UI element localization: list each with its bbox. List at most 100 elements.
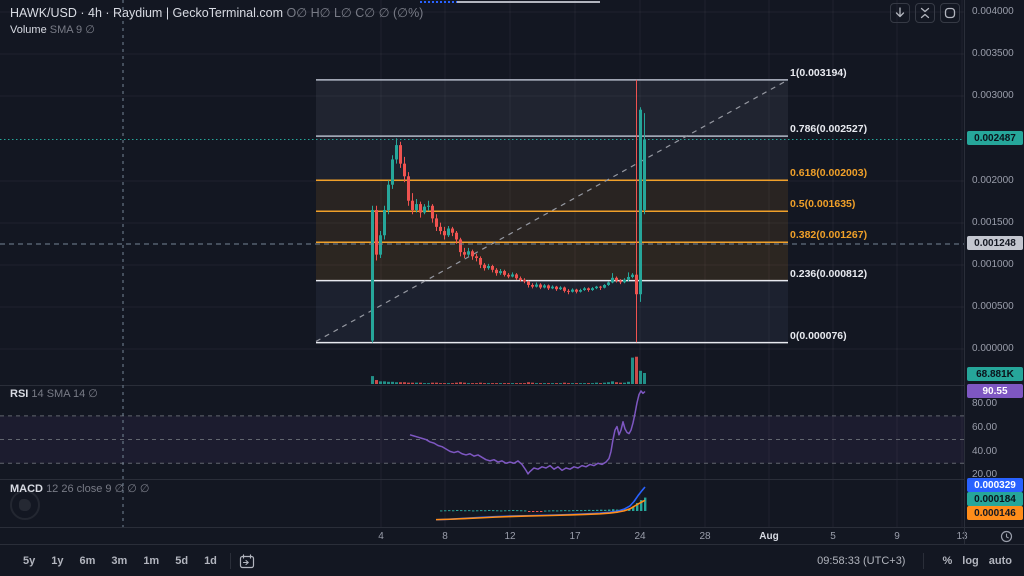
candle-body bbox=[487, 266, 490, 269]
candle-body bbox=[427, 205, 430, 207]
time-axis[interactable]: 4 8 12 17 24 28 Aug 5 9 13 bbox=[0, 527, 1024, 545]
candle-body bbox=[555, 286, 558, 290]
volume-bar bbox=[571, 383, 574, 384]
volume-bar bbox=[531, 382, 534, 384]
candle-body bbox=[583, 288, 586, 291]
chart-action-buttons bbox=[890, 3, 960, 23]
macd-hist-bar bbox=[512, 509, 515, 511]
range-button-1d[interactable]: 1d bbox=[199, 552, 222, 570]
price-axis-label: 60.00 bbox=[972, 422, 998, 433]
fib-level-label: 0(0.000076) bbox=[790, 329, 847, 342]
candle-body bbox=[527, 281, 530, 285]
price-axis[interactable]: 0.004000 0.003500 0.003000 0.002000 0.001500… bbox=[964, 0, 1024, 545]
macd-hist-bar bbox=[584, 509, 587, 511]
range-button-5y[interactable]: 5y bbox=[18, 552, 40, 570]
fib-level-label: 0.5(0.001635) bbox=[790, 198, 856, 211]
macd-hist-bar bbox=[448, 510, 451, 512]
macd-hist-bar bbox=[576, 509, 579, 511]
macd-hist-bar bbox=[528, 511, 531, 512]
price-axis-label: 0.002000 bbox=[972, 175, 1014, 186]
range-button-1m[interactable]: 1m bbox=[138, 552, 164, 570]
calendar-goto-icon bbox=[239, 553, 255, 568]
macd-hist-bar bbox=[488, 509, 491, 511]
range-button-3m[interactable]: 3m bbox=[106, 552, 132, 570]
percent-scale-button[interactable]: % bbox=[942, 555, 953, 567]
candle-body bbox=[451, 228, 454, 233]
bottom-toolbar: 5y 1y 6m 3m 1m 5d 1d 09:58:33 (UTC+3) % log au… bbox=[0, 546, 1024, 576]
volume-bar bbox=[567, 383, 570, 384]
volume-bar bbox=[547, 383, 550, 384]
candle-body bbox=[475, 256, 478, 259]
auto-scale-button[interactable]: auto bbox=[988, 555, 1012, 567]
volume-bar bbox=[403, 382, 406, 384]
macd-hist-bar bbox=[616, 509, 619, 511]
time-axis-label: 17 bbox=[569, 531, 581, 542]
volume-bar bbox=[499, 383, 502, 384]
macd-hist-bar bbox=[540, 511, 543, 512]
candle-body bbox=[615, 277, 618, 281]
price-axis-label: 0.004000 bbox=[972, 6, 1014, 17]
candle-body bbox=[535, 284, 538, 287]
candle-body bbox=[399, 145, 402, 164]
volume-bar bbox=[443, 383, 446, 384]
volume-bar bbox=[395, 382, 398, 384]
timezone-clock-icon[interactable] bbox=[1000, 530, 1013, 548]
candle-body bbox=[635, 274, 638, 295]
volume-bar bbox=[631, 357, 634, 384]
candle-body bbox=[511, 274, 514, 277]
range-button-6m[interactable]: 6m bbox=[75, 552, 101, 570]
fib-band bbox=[316, 180, 788, 212]
macd-hist-bar bbox=[500, 510, 503, 512]
macd-hist-bar bbox=[536, 511, 539, 512]
last-price-badge: 0.002487 bbox=[967, 131, 1023, 145]
screenshot-button[interactable] bbox=[940, 3, 960, 23]
candle-body bbox=[611, 277, 614, 283]
volume-bar bbox=[431, 382, 434, 384]
candle-body bbox=[495, 269, 498, 274]
candle-body bbox=[423, 206, 426, 213]
time-axis-label: Aug bbox=[759, 531, 779, 542]
candle-body bbox=[407, 176, 410, 201]
candle-body bbox=[467, 251, 470, 255]
volume-bar bbox=[467, 383, 470, 384]
fib-band bbox=[316, 79, 788, 137]
macd-hist-bar bbox=[504, 510, 507, 512]
fib-band bbox=[316, 242, 788, 281]
candle-body bbox=[631, 274, 634, 277]
candle-body bbox=[575, 289, 578, 292]
volume-bar bbox=[511, 383, 514, 384]
candle-body bbox=[599, 286, 602, 288]
candle-body bbox=[419, 204, 422, 213]
candle-body bbox=[463, 252, 466, 255]
chart-plot-area[interactable] bbox=[0, 0, 964, 527]
log-scale-button[interactable]: log bbox=[962, 555, 979, 567]
price-axis-label: 0.003000 bbox=[972, 90, 1014, 101]
time-axis-label: 4 bbox=[378, 531, 384, 542]
macd-hist-badge: 0.000184 bbox=[967, 492, 1023, 506]
macd-hist-bar bbox=[556, 510, 559, 512]
candle-body bbox=[387, 184, 390, 210]
session-clock[interactable]: 09:58:33 (UTC+3) bbox=[817, 555, 906, 567]
range-button-1y[interactable]: 1y bbox=[46, 552, 68, 570]
candle-body bbox=[431, 205, 434, 219]
price-axis-label: 20.00 bbox=[972, 469, 998, 480]
rsi-badge: 90.55 bbox=[967, 384, 1023, 398]
collapse-icon bbox=[920, 7, 930, 19]
range-button-5d[interactable]: 5d bbox=[170, 552, 193, 570]
download-button[interactable] bbox=[890, 3, 910, 23]
collapse-button[interactable] bbox=[915, 3, 935, 23]
macd-hist-bar bbox=[544, 510, 547, 512]
volume-bar bbox=[435, 382, 438, 384]
fib-band bbox=[316, 211, 788, 243]
volume-bar bbox=[519, 383, 522, 384]
macd-hist-bar bbox=[580, 510, 583, 512]
goto-date-button[interactable] bbox=[239, 553, 255, 569]
fib-level-label: 0.618(0.002003) bbox=[790, 167, 868, 180]
fib-band bbox=[316, 136, 788, 181]
fib-level-label: 0.236(0.000812) bbox=[790, 267, 868, 280]
volume-bar bbox=[591, 383, 594, 384]
macd-hist-bar bbox=[480, 510, 483, 512]
volume-bar bbox=[507, 383, 510, 384]
volume-bar bbox=[483, 383, 486, 384]
